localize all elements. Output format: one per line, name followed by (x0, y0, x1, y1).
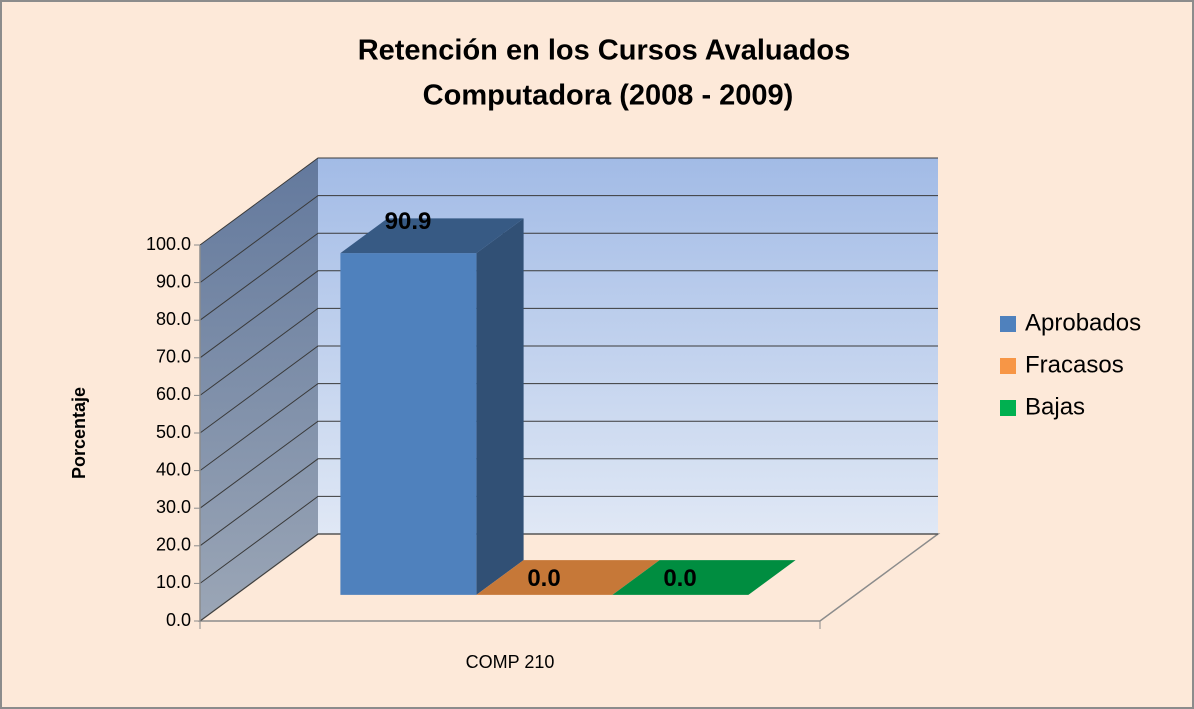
grid-line (199, 533, 938, 622)
legend-swatch (1000, 316, 1016, 332)
bar-top (612, 560, 796, 595)
y-tick-label: 10.0 (156, 572, 191, 592)
y-tick-label: 80.0 (156, 309, 191, 329)
bar-front (340, 253, 477, 595)
legend-swatch (1000, 400, 1016, 416)
x-tick-label: COMP 210 (466, 652, 555, 672)
y-tick-label: 90.0 (156, 271, 191, 291)
value-label: 0.0 (663, 565, 696, 592)
legend-label: Fracasos (1025, 351, 1124, 378)
y-axis-label: Porcentaje (69, 387, 89, 479)
legend-swatch (1000, 358, 1016, 374)
grid-line (199, 270, 938, 359)
bar-side (476, 218, 524, 595)
grid-line (199, 232, 938, 321)
value-label: 90.9 (385, 208, 432, 235)
bar-top (476, 560, 660, 595)
grid-line (199, 195, 938, 284)
y-tick-label: 70.0 (156, 347, 191, 367)
value-label: 0.0 (527, 565, 560, 592)
grid-line (199, 157, 938, 246)
grid-line (199, 458, 938, 547)
grid-line (199, 307, 938, 396)
y-tick-label: 0.0 (166, 610, 191, 630)
y-tick-label: 100.0 (146, 234, 191, 254)
grid-line (199, 383, 938, 472)
chart-title: Retención en los Cursos Avaluados (358, 35, 851, 67)
y-tick-label: 40.0 (156, 459, 191, 479)
grid-line (199, 420, 938, 509)
grid-line (199, 345, 938, 434)
y-tick-label: 50.0 (156, 422, 191, 442)
y-tick-label: 60.0 (156, 384, 191, 404)
y-tick-label: 30.0 (156, 497, 191, 517)
legend-label: Aprobados (1025, 309, 1141, 336)
y-tick-label: 20.0 (156, 535, 191, 555)
chart-subtitle: Computadora (2008 - 2009) (423, 80, 794, 112)
grid-line (199, 495, 938, 584)
bar-top (340, 218, 524, 254)
legend-label: Bajas (1025, 393, 1085, 420)
